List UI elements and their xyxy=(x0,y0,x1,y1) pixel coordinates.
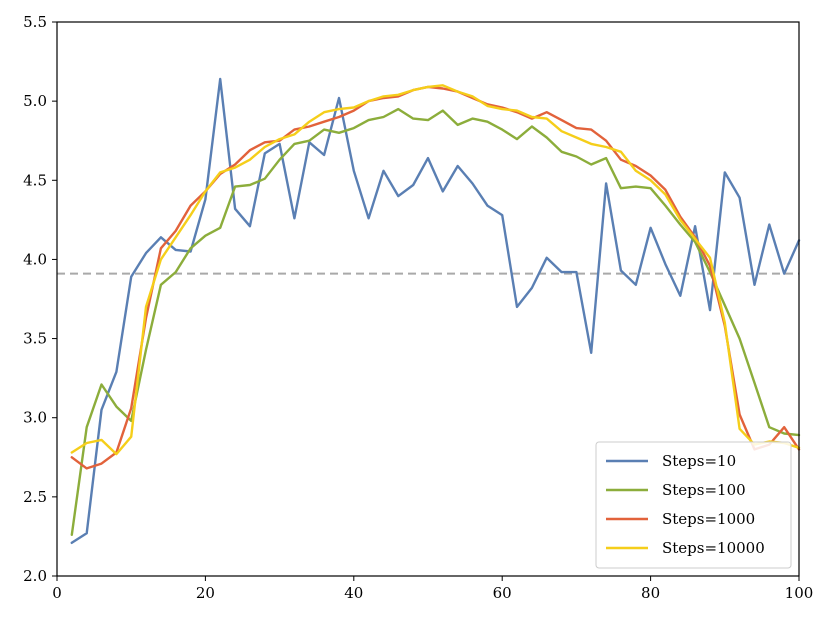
x-tick-label: 80 xyxy=(641,584,660,602)
series-layer xyxy=(70,77,801,544)
x-tick-label: 20 xyxy=(196,584,215,602)
y-axis: 2.0 2.5 3.0 3.5 4.0 4.5 5.0 5.5 xyxy=(23,13,57,585)
y-tick-label: 4.0 xyxy=(23,250,47,268)
legend-label-3: Steps=1000 xyxy=(662,510,755,528)
series-line-3 xyxy=(70,85,801,470)
x-tick-label: 40 xyxy=(344,584,363,602)
y-tick-label: 3.0 xyxy=(23,409,47,427)
y-tick-label: 3.5 xyxy=(23,330,47,348)
y-tick-label: 5.0 xyxy=(23,92,47,110)
plot-frame xyxy=(56,21,800,577)
x-tick-label: 0 xyxy=(52,584,62,602)
series-line-2 xyxy=(70,107,801,536)
series-line-4 xyxy=(70,84,801,456)
legend-label-4: Steps=10000 xyxy=(662,539,765,557)
y-tick-label: 2.0 xyxy=(23,567,47,585)
y-tick-label: 2.5 xyxy=(23,488,47,506)
legend: Steps=10 Steps=100 Steps=1000 Steps=10000 xyxy=(595,441,792,569)
series-line-1 xyxy=(70,77,801,544)
y-tick-label: 4.5 xyxy=(23,171,47,189)
legend-box xyxy=(595,441,792,569)
y-tick-label: 5.5 xyxy=(23,13,47,31)
x-tick-label: 100 xyxy=(785,584,814,602)
legend-label-2: Steps=100 xyxy=(662,481,746,499)
legend-label-1: Steps=10 xyxy=(662,452,736,470)
x-axis: 0 20 40 60 80 100 xyxy=(52,576,813,602)
x-tick-label: 60 xyxy=(493,584,512,602)
